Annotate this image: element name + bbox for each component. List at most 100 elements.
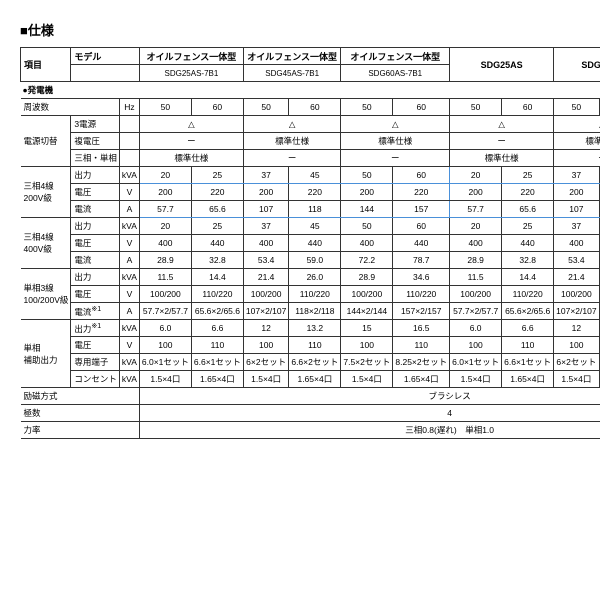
v-hz: 50	[450, 99, 502, 116]
v-3p: △	[554, 116, 600, 133]
v-cv: 標準仕様	[341, 133, 450, 150]
r-l: 電流	[71, 252, 120, 269]
r-u: kVA	[119, 218, 139, 235]
v: 110	[191, 337, 243, 354]
r-l: 電圧	[71, 184, 120, 201]
r-sp: 三相・単相	[71, 150, 120, 167]
v: 28.9	[450, 252, 502, 269]
r-u: kVA	[119, 320, 139, 337]
r-l: 電圧	[71, 286, 120, 303]
v: 57.7×2/57.7	[139, 303, 191, 320]
ft-l: 力率	[21, 422, 140, 439]
v-sp: ー	[243, 150, 340, 167]
v: 200	[554, 184, 599, 201]
v: 11.5	[450, 269, 502, 286]
v: 20	[450, 167, 502, 184]
v-sp: 標準仕様	[139, 150, 243, 167]
v-cv: 標準仕様	[554, 133, 600, 150]
r-3p: 3電源	[71, 116, 120, 133]
v: 6×2セット	[243, 354, 288, 371]
v-cv: ー	[450, 133, 554, 150]
r-l: 電圧	[71, 337, 120, 354]
v: 400	[341, 235, 393, 252]
r-u: A	[119, 252, 139, 269]
v: 50	[341, 218, 393, 235]
v: 100/200	[341, 286, 393, 303]
v: 220	[393, 184, 450, 201]
v-hz: 50	[341, 99, 393, 116]
v: 110/220	[191, 286, 243, 303]
v: 59.0	[289, 252, 341, 269]
v: 157×2/157	[393, 303, 450, 320]
v-3p: △	[139, 116, 243, 133]
h-model: モデル	[71, 48, 139, 65]
r-hz: 周波数	[21, 99, 120, 116]
v: 57.7	[450, 201, 502, 218]
v: 220	[191, 184, 243, 201]
v: 45	[289, 167, 341, 184]
v: 6.6×1セット	[191, 354, 243, 371]
h-m5: SDG45AS	[554, 48, 600, 82]
cell	[71, 65, 139, 82]
u-hz: Hz	[119, 99, 139, 116]
v: 200	[450, 184, 502, 201]
v: 34.6	[393, 269, 450, 286]
v: 1.5×4口	[139, 371, 191, 388]
h-m2b: SDG45AS-7B1	[243, 65, 340, 82]
v-sp: ー	[341, 150, 450, 167]
v: 6.0	[450, 320, 502, 337]
v: 110	[289, 337, 341, 354]
v: 8.25×2セット	[393, 354, 450, 371]
v: 100	[450, 337, 502, 354]
v: 20	[139, 218, 191, 235]
v: 53.4	[554, 252, 599, 269]
ft-l: 極数	[21, 405, 140, 422]
v: 60	[393, 167, 450, 184]
v: 107×2/107	[554, 303, 599, 320]
v-hz: 60	[289, 99, 341, 116]
section-gen: ●発電機	[21, 82, 600, 99]
h-m1b: SDG25AS-7B1	[139, 65, 243, 82]
r-u: kVA	[119, 269, 139, 286]
v: 6.6	[502, 320, 554, 337]
v: 28.9	[139, 252, 191, 269]
v: 100/200	[139, 286, 191, 303]
v: 157	[393, 201, 450, 218]
v: 220	[502, 184, 554, 201]
g-sw: 電源切替	[21, 116, 71, 167]
r-l: 出力	[71, 218, 120, 235]
v: 32.8	[502, 252, 554, 269]
v: 12	[554, 320, 599, 337]
r-u: A	[119, 201, 139, 218]
r-u: V	[119, 184, 139, 201]
v: 6.0×1セット	[139, 354, 191, 371]
r-l: 専用端子	[71, 354, 120, 371]
spec-table: 項目モデルオイルフェンス一体型オイルフェンス一体型オイルフェンス一体型SDG25…	[20, 47, 600, 439]
v-3p: △	[450, 116, 554, 133]
v-hz: 50	[139, 99, 191, 116]
v: 400	[139, 235, 191, 252]
v: 144×2/144	[341, 303, 393, 320]
grp: 単相3線100/200V級	[21, 269, 71, 320]
v: 110/220	[502, 286, 554, 303]
h-m3b: SDG60AS-7B1	[341, 65, 450, 82]
v: 400	[554, 235, 599, 252]
v: 220	[289, 184, 341, 201]
cell	[119, 133, 139, 150]
v: 100	[139, 337, 191, 354]
r-u: kVA	[119, 167, 139, 184]
v: 107×2/107	[243, 303, 288, 320]
ft-l: 励磁方式	[21, 388, 140, 405]
v: 11.5	[139, 269, 191, 286]
v: 20	[450, 218, 502, 235]
v: 1.65×4口	[191, 371, 243, 388]
r-l: 出力	[71, 269, 120, 286]
v: 6×2セット	[554, 354, 599, 371]
v: 100/200	[243, 286, 288, 303]
v-hz: 50	[554, 99, 599, 116]
v: 440	[289, 235, 341, 252]
grp: 三相4線400V級	[21, 218, 71, 269]
r-l: 出力	[71, 167, 120, 184]
v: 53.4	[243, 252, 288, 269]
v: 21.4	[243, 269, 288, 286]
